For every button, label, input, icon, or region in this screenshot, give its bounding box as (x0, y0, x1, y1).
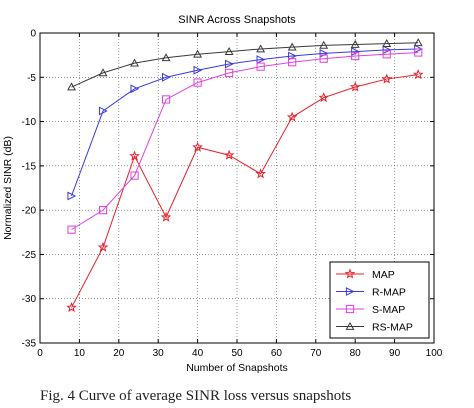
data-point-s-map (193, 78, 202, 87)
y-tick-label: -25 (22, 250, 37, 261)
legend-marker-s-map (345, 304, 355, 314)
legend-marker-map (344, 268, 356, 279)
data-point-rs-map (319, 40, 329, 49)
data-point-rs-map (413, 38, 423, 47)
series-r-map (67, 44, 423, 201)
data-point-map (318, 92, 329, 103)
x-tick-label: 30 (153, 348, 165, 359)
data-point-r-map (256, 55, 266, 64)
axis-ticks: 0 10 20 30 40 50 60 70 80 90 100 0 -5 -10 -15 -20 -25 -30… (22, 29, 443, 360)
legend-label-rs-map: RS-MAP (372, 322, 413, 334)
y-tick-label: 0 (30, 29, 36, 40)
data-point-r-map (225, 59, 234, 69)
series-rs-map (67, 38, 423, 91)
legend-marker-rs-map (345, 321, 355, 330)
series-layer (66, 38, 424, 313)
series-line-rs-map (71, 42, 419, 88)
data-point-rs-map (382, 38, 392, 48)
data-point-rs-map (256, 44, 266, 53)
data-point-r-map (193, 65, 203, 75)
data-point-map (349, 81, 361, 92)
data-point-r-map (161, 72, 171, 82)
data-point-s-map (319, 54, 328, 63)
data-point-r-map (351, 47, 360, 57)
data-point-s-map (130, 171, 139, 180)
x-tick-label: 100 (426, 348, 443, 359)
series-line-r-map (71, 48, 419, 197)
y-tick-label: -15 (22, 161, 37, 172)
chart-title: SINR Across Snapshots (178, 14, 296, 26)
data-point-s-map (98, 206, 108, 215)
x-tick-label: 20 (113, 348, 125, 359)
y-axis-label: Normalized SINR (dB) (2, 136, 14, 240)
series-map (66, 69, 424, 313)
y-tick-label: -30 (22, 294, 37, 305)
data-point-r-map (67, 191, 77, 201)
data-point-r-map (130, 84, 140, 94)
y-tick-label: -5 (27, 73, 36, 84)
legend-label-s-map: S-MAP (372, 304, 405, 316)
x-tick-label: 10 (74, 348, 86, 359)
data-point-map (66, 301, 77, 313)
y-tick-label: -20 (22, 206, 37, 217)
y-tick-label: -35 (22, 339, 37, 350)
data-point-map (160, 211, 172, 222)
x-tick-label: 90 (389, 348, 401, 359)
x-tick-label: 70 (310, 348, 322, 359)
series-line-s-map (71, 51, 419, 231)
x-tick-label: 80 (350, 348, 362, 359)
data-point-rs-map (350, 39, 360, 48)
data-point-s-map (161, 95, 171, 104)
data-point-rs-map (98, 68, 108, 77)
data-point-map (97, 241, 109, 252)
data-point-rs-map (224, 46, 234, 55)
data-point-s-map (67, 225, 76, 234)
x-tick-label: 50 (231, 348, 243, 359)
series-s-map (67, 48, 423, 234)
data-point-s-map (414, 48, 423, 57)
data-point-rs-map (67, 82, 76, 91)
y-tick-label: -10 (22, 117, 37, 128)
data-point-map (129, 150, 140, 161)
data-point-map (286, 111, 298, 122)
data-point-r-map (98, 106, 108, 116)
data-point-map (192, 141, 203, 152)
data-point-map (223, 149, 235, 160)
data-point-s-map (288, 58, 297, 67)
legend-label-map: MAP (372, 269, 395, 281)
data-point-r-map (382, 45, 392, 55)
data-point-s-map (256, 62, 265, 71)
x-tick-label: 40 (192, 348, 204, 359)
x-tick-label: 60 (271, 348, 283, 359)
legend-label-r-map: R-MAP (372, 287, 406, 299)
data-point-map (412, 69, 424, 80)
legend-box (329, 261, 430, 339)
chart: 0 10 20 30 40 50 60 70 80 90 100 0 -5 -10 -15 -20 -25 -30… (2, 14, 443, 374)
data-point-s-map (225, 68, 234, 77)
data-point-map (381, 73, 393, 84)
data-point-s-map (351, 51, 360, 61)
x-tick-label: 0 (37, 348, 43, 359)
legend: MAP R-MAP S-MAP RS-MAP (329, 261, 430, 339)
series-line-map (71, 74, 419, 308)
legend-marker-r-map (345, 287, 355, 296)
data-point-rs-map (193, 49, 203, 58)
data-point-rs-map (161, 53, 171, 62)
data-point-map (255, 168, 266, 179)
figure-caption: Fig. 4 Curve of average SINR loss versus… (40, 388, 352, 404)
data-point-rs-map (130, 58, 140, 67)
data-point-r-map (288, 51, 297, 61)
data-point-rs-map (287, 42, 297, 51)
x-axis-label: Number of Snapshots (186, 362, 288, 374)
data-point-s-map (382, 50, 391, 59)
